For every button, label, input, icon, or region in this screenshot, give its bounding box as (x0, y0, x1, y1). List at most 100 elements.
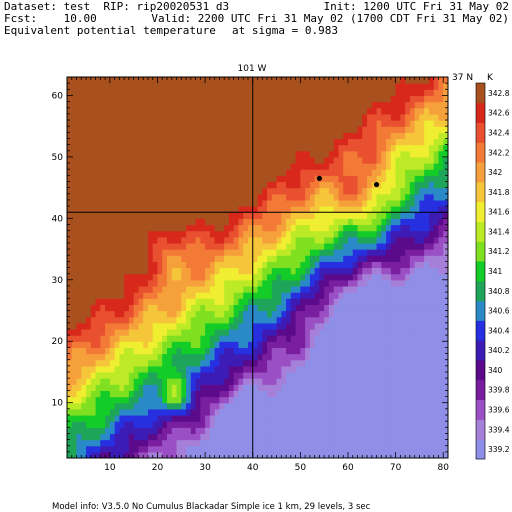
field-cell (171, 328, 178, 336)
field-cell (224, 298, 230, 305)
field-cell (67, 181, 73, 189)
field-cell (243, 156, 249, 164)
field-cell (343, 132, 349, 140)
field-cell (395, 199, 401, 207)
field-cell (357, 126, 363, 133)
field-cell (152, 378, 159, 385)
field-cell (414, 378, 421, 385)
field-cell (224, 113, 230, 121)
field-cell (338, 335, 344, 342)
field-cell (171, 279, 178, 287)
field-cell (71, 304, 78, 312)
field-cell (400, 138, 406, 146)
field-cell (309, 279, 316, 287)
field-cell (114, 206, 120, 213)
field-cell (352, 298, 359, 305)
field-cell (419, 230, 425, 238)
field-cell (386, 365, 392, 373)
field-cell (376, 433, 382, 441)
field-cell (171, 402, 178, 410)
field-cell (362, 175, 368, 183)
field-cell (190, 365, 197, 373)
field-cell (305, 138, 311, 146)
field-cell (209, 292, 216, 299)
field-cell (428, 255, 435, 262)
field-cell (205, 77, 211, 84)
field-cell (214, 175, 220, 183)
field-cell (409, 384, 416, 392)
field-cell (305, 255, 311, 262)
field-cell (233, 95, 240, 103)
field-cell (338, 126, 344, 133)
field-cell (295, 433, 301, 441)
field-cell (124, 451, 130, 458)
field-cell (171, 77, 178, 84)
field-cell (133, 193, 140, 201)
field-cell (152, 224, 159, 232)
field-cell (352, 242, 359, 250)
field-cell (171, 224, 178, 232)
field-cell (347, 310, 354, 318)
field-cell (328, 285, 335, 293)
field-cell (409, 120, 416, 127)
field-cell (371, 169, 378, 176)
field-cell (271, 113, 278, 121)
field-cell (90, 433, 97, 441)
field-cell (386, 193, 392, 201)
field-cell (405, 249, 411, 256)
field-cell (400, 107, 406, 115)
field-cell (195, 224, 201, 232)
field-cell (138, 144, 144, 152)
field-cell (324, 120, 330, 127)
field-cell (257, 181, 263, 189)
field-cell (333, 384, 340, 392)
field-cell (424, 371, 430, 379)
field-cell (100, 242, 106, 250)
field-cell (119, 267, 125, 275)
field-cell (209, 236, 216, 244)
field-cell (324, 402, 330, 410)
field-cell (424, 316, 430, 324)
field-cell (305, 445, 311, 453)
field-cell (352, 451, 359, 458)
field-cell (352, 77, 359, 84)
field-cell (400, 384, 406, 392)
field-cell (276, 439, 282, 447)
field-cell (176, 212, 182, 219)
field-cell (400, 120, 406, 127)
field-cell (414, 175, 421, 183)
field-cell (262, 347, 268, 355)
field-cell (343, 242, 349, 250)
field-cell (405, 353, 411, 361)
field-cell (109, 175, 116, 183)
field-cell (309, 113, 316, 121)
field-cell (190, 89, 197, 97)
field-cell (428, 89, 435, 97)
field-cell (328, 328, 335, 336)
field-cell (86, 230, 92, 238)
field-cell (386, 132, 392, 140)
field-cell (376, 144, 382, 152)
field-cell (409, 175, 416, 183)
field-cell (152, 353, 159, 361)
field-cell (190, 304, 197, 312)
field-cell (386, 101, 392, 109)
field-cell (128, 365, 135, 373)
field-cell (267, 451, 273, 458)
field-cell (152, 77, 159, 84)
field-cell (162, 199, 168, 207)
field-cell (67, 341, 73, 348)
field-cell (176, 316, 182, 324)
field-cell (157, 169, 163, 176)
field-cell (157, 414, 163, 422)
field-cell (290, 365, 297, 373)
field-cell (367, 107, 373, 115)
field-cell (119, 218, 125, 226)
field-cell (357, 390, 363, 398)
field-cell (333, 236, 340, 244)
field-cell (205, 236, 211, 244)
field-cell (205, 390, 211, 398)
field-cell (381, 285, 387, 293)
field-cell (157, 341, 163, 348)
field-cell (309, 371, 316, 379)
